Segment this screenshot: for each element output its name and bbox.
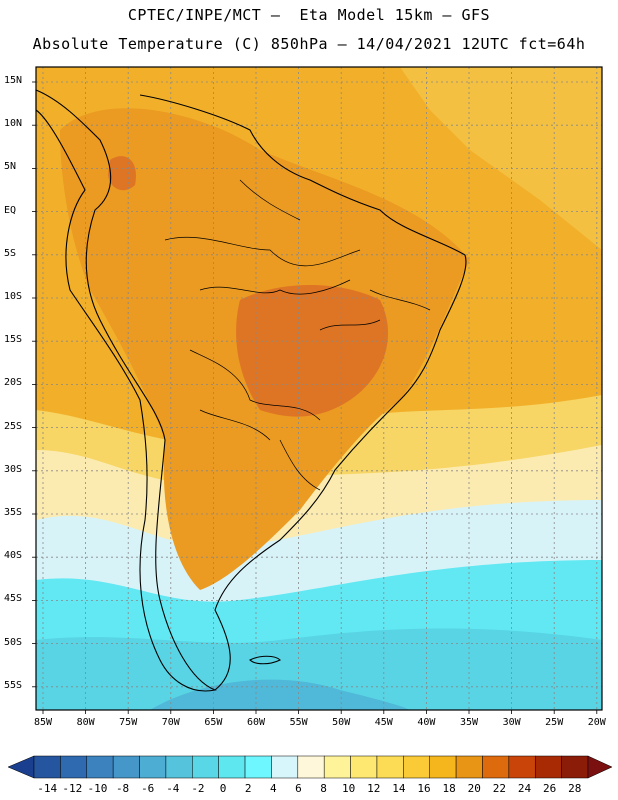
temperature-colorbar	[7, 755, 613, 779]
colorbar-label: 16	[417, 782, 431, 795]
colorbar-label: 6	[295, 782, 302, 795]
colorbar-swatch	[86, 755, 114, 779]
colorbar-swatch	[376, 755, 404, 779]
colorbar-swatch	[165, 755, 193, 779]
lat-label: 5N	[4, 161, 17, 173]
colorbar-label: -12	[62, 782, 83, 795]
colorbar-label: 26	[543, 782, 557, 795]
colorbar-label: 18	[442, 782, 456, 795]
colorbar-swatch	[271, 755, 299, 779]
colorbar-swatch	[192, 755, 219, 779]
lat-label: 15S	[4, 334, 23, 346]
lat-label: 45S	[4, 593, 23, 605]
colorbar-label: 12	[367, 782, 381, 795]
lat-label: 10N	[4, 118, 23, 130]
lon-label: 55W	[289, 717, 308, 728]
colorbar-swatch	[33, 755, 61, 779]
colorbar-right-arrow	[587, 755, 613, 779]
lon-label: 35W	[459, 717, 479, 728]
lat-label: EQ	[4, 204, 17, 216]
graticule	[32, 67, 602, 714]
colorbar-swatch	[244, 755, 272, 779]
lat-label: 15N	[4, 75, 23, 86]
colorbar-swatch	[297, 755, 325, 779]
colorbar-swatch	[112, 755, 140, 779]
colorbar-label: 24	[517, 782, 532, 795]
colorbar-swatch	[561, 755, 589, 779]
colorbar-swatch	[482, 755, 510, 779]
colorbar-label: 20	[467, 782, 481, 795]
lon-label: 40W	[417, 717, 436, 728]
map-subtitle: Absolute Temperature (C) 850hPa – 14/04/…	[32, 35, 586, 53]
lon-label: 50W	[332, 717, 351, 728]
colorbar-swatch	[350, 755, 378, 779]
colorbar-swatch	[455, 755, 483, 779]
field-land-hot-2	[108, 156, 136, 191]
lon-label: 25W	[545, 717, 564, 728]
lat-label: 40S	[4, 550, 23, 562]
colorbar-left-arrow	[7, 755, 35, 779]
colorbar-label: -10	[87, 782, 108, 795]
colorbar-label: 22	[492, 782, 507, 795]
field-northeast-yellow	[400, 67, 602, 250]
lat-label: 50S	[4, 636, 23, 648]
colorbar-swatch	[218, 755, 246, 779]
colorbar-label: 0	[219, 782, 227, 795]
country-borders	[164, 179, 431, 491]
map-title: CPTEC/INPE/MCT – Eta Model 15km – GFS	[127, 6, 491, 24]
lon-label: 70W	[161, 717, 180, 728]
lat-label: 5S	[4, 247, 17, 259]
colorbar-swatch	[534, 755, 562, 779]
lat-label: 30S	[4, 463, 23, 475]
lat-label: 10S	[4, 291, 23, 302]
lon-label: 85W	[33, 717, 53, 728]
lon-label: 65W	[204, 717, 223, 728]
lon-label: 80W	[76, 717, 95, 728]
field-band-f	[150, 679, 410, 710]
lon-label: 30W	[502, 717, 521, 728]
lon-label: 60W	[246, 717, 266, 728]
colorbar-label: -14	[37, 782, 58, 795]
lat-label: 35S	[4, 507, 23, 518]
colorbar-label: 14	[392, 782, 406, 795]
colorbar-label: 28	[568, 782, 582, 795]
colorbar-label: 2	[244, 782, 252, 795]
colorbar-label: 10	[342, 782, 356, 795]
colorbar-swatch	[60, 755, 88, 779]
colorbar-swatch	[403, 755, 430, 779]
lat-label: 25S	[4, 420, 23, 432]
colorbar-label: 4	[270, 782, 277, 795]
lat-label: 20S	[4, 377, 23, 389]
colorbar-label: -8	[115, 782, 130, 795]
colorbar-label: -4	[166, 782, 180, 795]
lon-label: 20W	[587, 717, 606, 728]
colorbar-label: -6	[141, 782, 155, 795]
map-frame	[35, 66, 603, 711]
colorbar-swatch	[139, 755, 167, 779]
lon-label: 75W	[119, 717, 138, 728]
lon-label: 45W	[374, 717, 393, 728]
lat-label: 55S	[4, 679, 23, 691]
coastline	[35, 89, 467, 692]
field-land-hot	[236, 285, 389, 417]
colorbar-swatch	[508, 755, 536, 779]
colorbar-swatch	[323, 755, 351, 779]
colorbar-label: -2	[191, 782, 205, 795]
colorbar-label: 8	[320, 782, 327, 795]
colorbar-swatch	[429, 755, 457, 779]
